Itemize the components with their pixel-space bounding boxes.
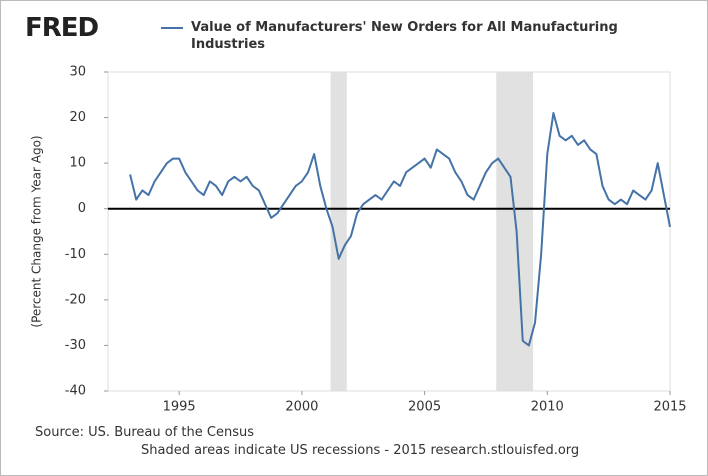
plot-frame	[107, 71, 671, 392]
legend-label: Value of Manufacturers' New Orders for A…	[191, 20, 618, 52]
x-tick-label: 1995	[163, 400, 196, 415]
y-tick-label: -10	[65, 247, 86, 262]
y-tick-label: -40	[65, 384, 86, 399]
y-tick-label: 20	[69, 110, 86, 125]
y-tick-label: -30	[65, 338, 86, 353]
logo: FRED	[25, 13, 99, 43]
y-tick-label: 10	[69, 156, 86, 171]
recession-band	[330, 72, 347, 391]
recession-band	[496, 72, 534, 391]
y-axis-label: (Percent Change from Year Ago)	[30, 135, 44, 327]
x-tick-label: 2010	[531, 400, 564, 415]
x-tick-label: 2015	[653, 400, 686, 415]
legend: Value of Manufacturers' New Orders for A…	[161, 19, 621, 53]
data-line	[129, 112, 671, 347]
y-tick-label: 30	[69, 65, 86, 80]
source: Source: US. Bureau of the Census	[35, 425, 254, 440]
x-tick-label: 2000	[285, 400, 318, 415]
y-tick-label: 0	[78, 201, 86, 216]
legend-swatch	[161, 27, 183, 29]
note: Shaded areas indicate US recessions - 20…	[141, 443, 580, 458]
y-tick-label: -20	[65, 292, 86, 307]
x-tick-label: 2005	[408, 400, 441, 415]
